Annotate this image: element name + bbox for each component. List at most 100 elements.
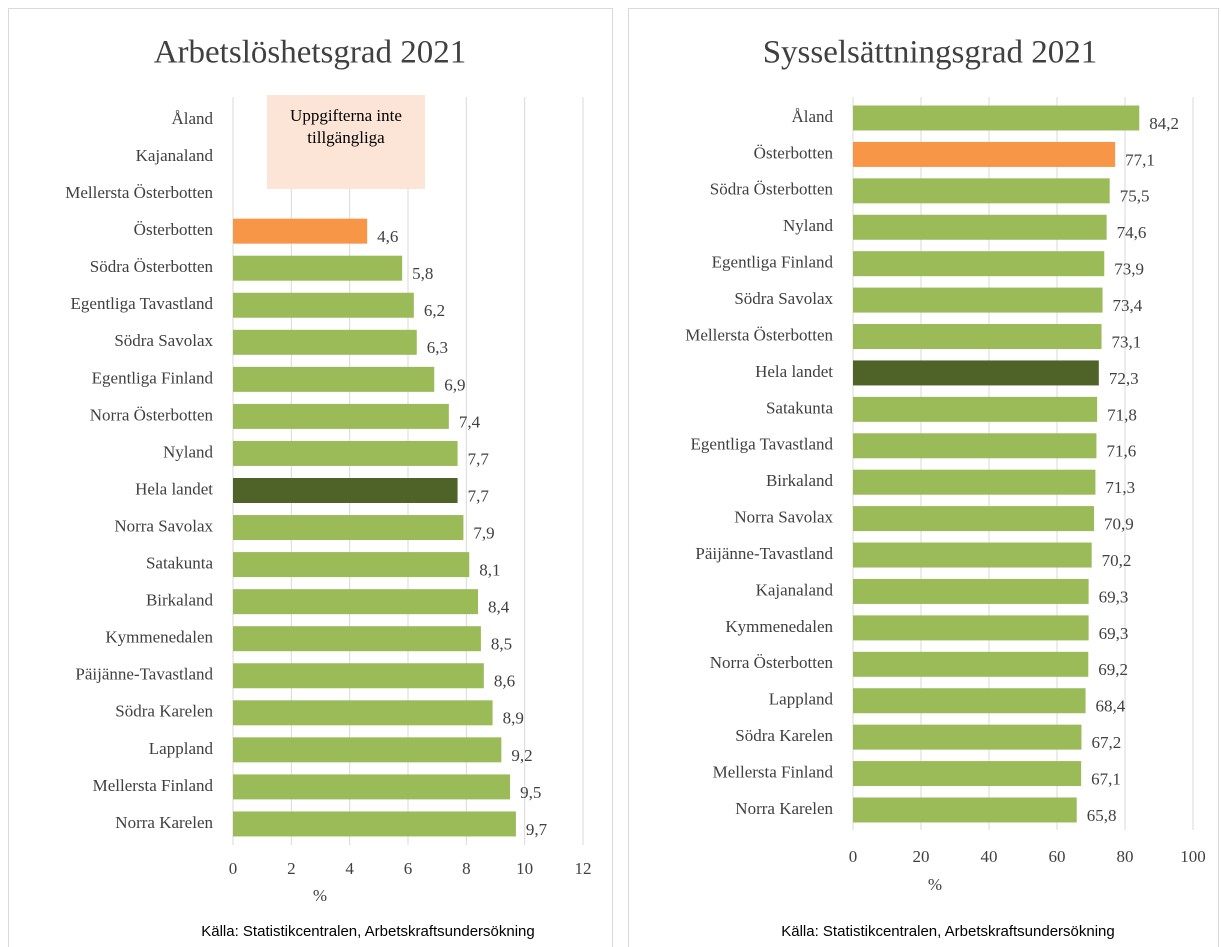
value-label: 67,2 (1091, 733, 1121, 752)
bar (853, 251, 1105, 277)
bar (853, 615, 1089, 641)
y-tick-label: Kymmenedalen (105, 628, 213, 647)
panel-border (8, 8, 613, 947)
bar (233, 255, 403, 281)
bar (233, 403, 449, 429)
y-tick-label: Birkaland (766, 471, 834, 490)
value-label: 70,2 (1102, 551, 1132, 570)
value-label: 71,3 (1105, 478, 1135, 497)
bar (853, 396, 1098, 422)
y-tick-label: Södra Österbotten (90, 257, 214, 276)
x-tick-label: 2 (287, 859, 296, 878)
x-tick-label: 100 (1180, 847, 1206, 866)
bar (853, 214, 1107, 240)
y-tick-label: Nyland (783, 216, 834, 235)
y-tick-label: Norra Savolax (734, 508, 833, 527)
bar (233, 552, 470, 578)
y-tick-label: Lappland (149, 739, 214, 758)
bar (233, 366, 435, 392)
y-tick-label: Södra Karelen (735, 726, 833, 745)
bar (853, 433, 1097, 459)
bar (853, 797, 1077, 823)
bar (853, 141, 1116, 167)
value-label: 72,3 (1109, 369, 1139, 388)
x-tick-label: 6 (404, 859, 413, 878)
y-tick-label: Österbotten (134, 220, 214, 239)
value-label: 71,8 (1107, 405, 1137, 424)
x-tick-label: 40 (981, 847, 998, 866)
value-label: 67,1 (1091, 769, 1121, 788)
x-tick-label: 10 (516, 859, 533, 878)
bar (853, 324, 1102, 350)
bar (853, 105, 1140, 131)
y-tick-label: Norra Österbotten (90, 405, 214, 424)
bar (233, 478, 458, 503)
value-label: 8,9 (503, 709, 524, 728)
y-tick-label: Nyland (163, 442, 214, 461)
value-label: 69,3 (1099, 624, 1129, 643)
y-tick-label: Södra Savolax (734, 289, 833, 308)
value-label: 8,4 (488, 598, 510, 617)
value-label: 9,5 (520, 783, 541, 802)
x-tick-label: 0 (849, 847, 858, 866)
y-tick-label: Österbotten (754, 143, 834, 162)
value-label: 74,6 (1117, 223, 1147, 242)
y-tick-label: Kymmenedalen (725, 617, 833, 636)
annotation: Uppgifterna inte tillgängliga (267, 95, 425, 189)
chart-title: Arbetslöshetsgrad 2021 (154, 35, 467, 71)
value-label: 69,2 (1098, 660, 1128, 679)
value-label: 73,4 (1113, 296, 1143, 315)
y-tick-label: Mellersta Österbotten (685, 325, 833, 344)
source: Källa: Statistikcentralen, Arbetskraftsu… (201, 923, 535, 940)
y-tick-label: Päijänne-Tavastland (75, 665, 213, 684)
y-tick-label: Mellersta Finland (93, 776, 214, 795)
y-tick-label: Birkaland (146, 591, 214, 610)
y-tick-label: Egentliga Tavastland (71, 294, 214, 313)
y-tick-label: Lappland (769, 690, 834, 709)
value-label: 68,4 (1096, 697, 1126, 716)
chart-title: Sysselsättningsgrad 2021 (763, 35, 1098, 71)
bar (853, 469, 1096, 495)
bar (233, 700, 493, 726)
y-tick-label: Egentliga Finland (92, 368, 214, 387)
value-label: 4,6 (377, 227, 398, 246)
bar (233, 329, 417, 355)
y-tick-label: Norra Karelen (115, 813, 213, 832)
value-label: 8,5 (491, 635, 512, 654)
bar (233, 737, 502, 763)
value-label: 71,6 (1106, 442, 1136, 461)
bar (233, 774, 511, 800)
value-label: 9,7 (526, 820, 548, 839)
bar (233, 292, 414, 318)
bar (853, 178, 1110, 204)
x-tick-label: 60 (1049, 847, 1066, 866)
x-axis-label: % (313, 886, 327, 905)
value-label: 7,7 (468, 449, 490, 468)
value-label: 6,9 (444, 375, 465, 394)
x-tick-label: 80 (1117, 847, 1134, 866)
bar (853, 287, 1103, 313)
x-tick-label: 20 (913, 847, 930, 866)
value-label: 73,9 (1114, 260, 1144, 279)
y-tick-label: Mellersta Finland (713, 762, 834, 781)
y-tick-label: Norra Österbotten (710, 653, 834, 672)
bar (853, 761, 1082, 787)
value-label: 65,8 (1087, 806, 1117, 825)
y-tick-label: Åland (791, 107, 833, 126)
x-axis-label: % (928, 875, 942, 894)
y-tick-label: Egentliga Tavastland (691, 435, 834, 454)
y-tick-label: Egentliga Finland (712, 253, 834, 272)
value-label: 84,2 (1149, 114, 1179, 133)
bar (233, 515, 464, 541)
value-label: 77,1 (1125, 150, 1155, 169)
x-tick-label: 12 (575, 859, 592, 878)
value-label: 70,9 (1104, 515, 1134, 534)
value-label: 8,6 (494, 672, 515, 691)
value-label: 6,3 (427, 338, 448, 357)
value-label: 69,3 (1099, 587, 1129, 606)
bar (853, 542, 1092, 568)
value-label: 6,2 (424, 301, 445, 320)
y-tick-label: Päijänne-Tavastland (695, 544, 833, 563)
